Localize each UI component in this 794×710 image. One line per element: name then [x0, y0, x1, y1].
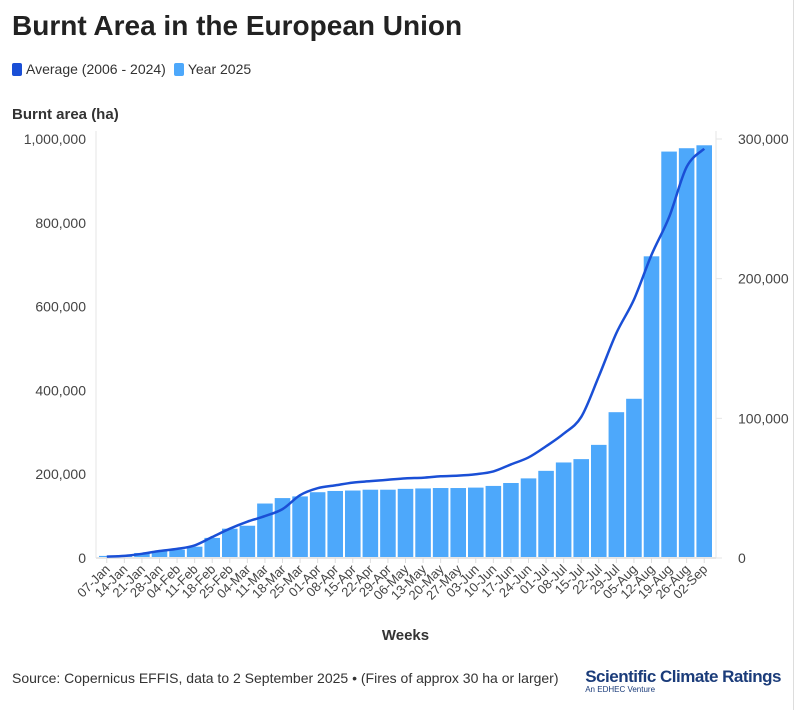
bar-28-Jan — [151, 550, 168, 558]
bar-08-Apr — [327, 490, 343, 558]
bar-29-Jul — [608, 412, 625, 558]
bar-02-Sep — [696, 145, 712, 558]
bar-18-Mar — [274, 498, 291, 558]
legend-item-average: Average (2006 - 2024) — [12, 61, 166, 77]
bar-05-Aug — [626, 398, 642, 558]
y2-tick-label: 0 — [738, 550, 746, 566]
bar-06-May — [397, 488, 414, 558]
y-tick-label: 800,000 — [35, 215, 86, 231]
legend-item-2025: Year 2025 — [173, 61, 252, 77]
legend-swatch-2025 — [173, 63, 184, 76]
y-tick-label: 1,000,000 — [24, 131, 86, 147]
bar-10-Jun — [485, 485, 502, 558]
y2-tick-label: 300,000 — [738, 131, 789, 147]
bar-24-Jun — [520, 478, 537, 558]
x-axis-title: Weeks — [382, 627, 429, 644]
bar-01-Apr — [309, 492, 326, 558]
chart-title: Burnt Area in the European Union — [12, 10, 463, 41]
source-note: Source: Copernicus EFFIS, data to 2 Sept… — [12, 670, 559, 686]
legend-label: Year 2025 — [187, 61, 252, 77]
legend-label: Average (2006 - 2024) — [26, 61, 166, 77]
legend: Average (2006 - 2024) Year 2025 — [12, 61, 251, 77]
bar-26-Aug — [678, 148, 695, 558]
bar-04-Feb — [169, 549, 185, 558]
bar-03-Jun — [468, 487, 484, 558]
bar-22-Apr — [362, 489, 379, 558]
bar-01-Jul — [538, 470, 554, 558]
y2-tick-label: 200,000 — [738, 271, 789, 287]
bar-07-Jan — [99, 555, 115, 558]
y-tick-label: 400,000 — [35, 382, 86, 398]
bar-25-Mar — [292, 496, 308, 558]
logo-name: Scientific Climate Ratings — [585, 667, 781, 686]
y-tick-label: 600,000 — [35, 299, 86, 315]
bar-04-Mar — [239, 525, 256, 558]
bar-11-Feb — [186, 546, 203, 558]
bar-08-Jul — [555, 462, 572, 558]
y-tick-label: 200,000 — [35, 466, 86, 482]
bar-22-Jul — [591, 444, 607, 558]
bar-12-Aug — [643, 256, 660, 558]
y-tick-label: 0 — [78, 550, 86, 566]
bar-27-May — [450, 488, 466, 558]
logo-tagline: An EDHEC Venture — [585, 685, 656, 694]
legend-swatch-average — [12, 63, 22, 76]
bar-25-Feb — [222, 528, 238, 558]
bar-18-Feb — [204, 537, 220, 558]
logo: Scientific Climate Ratings An EDHEC Vent… — [585, 667, 781, 694]
bar-29-Apr — [380, 489, 396, 558]
bar-20-May — [432, 488, 449, 558]
bar-13-May — [415, 488, 431, 558]
bar-15-Jul — [573, 459, 589, 558]
bar-11-Mar — [257, 503, 273, 558]
average-line — [106, 147, 706, 558]
bar-21-Jan — [134, 552, 150, 558]
bar-19-Aug — [661, 151, 677, 558]
y2-tick-label: 100,000 — [738, 410, 789, 426]
y-axis-title: Burnt area (ha) — [12, 106, 119, 123]
bar-15-Apr — [345, 490, 361, 558]
bar-17-Jun — [503, 482, 519, 558]
plot-area: 0 200,000 400,000 600,000 800,000 1,000,000 0 1… — [24, 131, 789, 644]
